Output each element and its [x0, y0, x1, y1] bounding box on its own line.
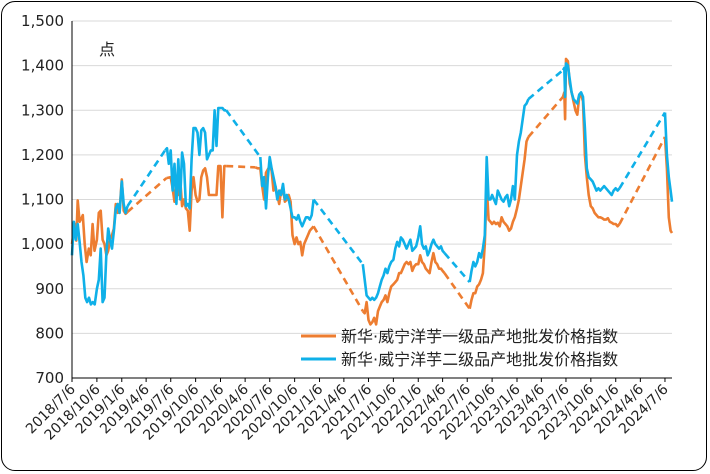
chart-legend: 新华·威宁洋芋一级品产地批发价格指数 新华·威宁洋芋二级品产地批发价格指数 — [301, 327, 618, 369]
y-tick-label: 900 — [35, 280, 64, 298]
series-layer — [70, 57, 674, 326]
series-line-dashed — [443, 272, 471, 310]
y-tick-label: 1,200 — [21, 146, 64, 164]
y-tick-label: 1,500 — [21, 12, 64, 30]
series-line-solid — [561, 62, 621, 197]
series-line-solid — [166, 164, 227, 232]
series-line-solid — [663, 112, 674, 202]
series-line-solid — [361, 225, 446, 302]
series-line-dashed — [618, 136, 667, 225]
series-line-solid — [468, 98, 530, 283]
y-tick-label: 1,000 — [21, 235, 64, 253]
y-unit-label: 点 — [99, 40, 115, 59]
series-line-solid — [164, 106, 227, 210]
series-line-dashed — [312, 198, 364, 265]
series-line-dashed — [312, 225, 364, 312]
series-line-dashed — [527, 96, 564, 138]
series-line-solid — [70, 180, 129, 306]
legend-label-grade1: 新华·威宁洋芋一级品产地批发价格指数 — [341, 327, 618, 346]
y-tick-label: 1,100 — [21, 191, 64, 209]
series-line-dashed — [126, 177, 168, 213]
series-line-dashed — [618, 111, 667, 190]
y-tick-label: 1,400 — [21, 57, 64, 75]
series-line-dashed — [126, 149, 167, 207]
series-line-dashed — [443, 252, 471, 283]
series-line-solid — [361, 251, 446, 326]
y-axis-ticks: 700 800 900 1,000 1,100 1,200 1,300 1,400 1,500 — [21, 12, 64, 387]
x-axis-ticks: 2018/7/62018/10/62019/1/62019/4/62019/7/… — [23, 378, 672, 444]
legend-label-grade2: 新华·威宁洋芋二级品产地批发价格指数 — [341, 350, 618, 369]
series-line-solid — [70, 178, 129, 264]
series-line-dashed — [225, 109, 262, 158]
y-tick-label: 1,300 — [21, 101, 64, 119]
series-line-dashed — [527, 69, 564, 101]
y-tick-label: 700 — [35, 369, 64, 387]
series-line-solid — [259, 155, 315, 228]
series-line-solid — [468, 136, 530, 310]
series-line-dashed — [226, 164, 256, 169]
y-tick-label: 800 — [35, 324, 64, 342]
y-gridlines — [72, 20, 672, 334]
series-line-solid — [255, 164, 315, 257]
